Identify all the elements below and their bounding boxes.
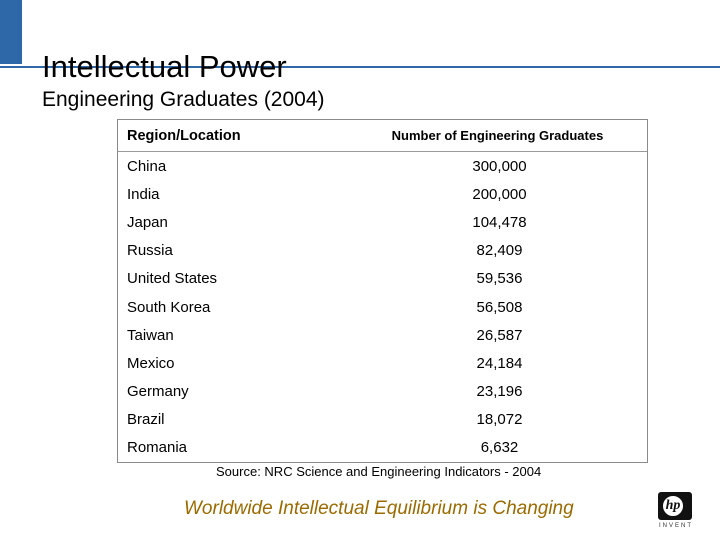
hp-logo-icon: hp INVENT <box>656 492 696 532</box>
graduates-table: Region/Location Number of Engineering Gr… <box>117 119 648 464</box>
footer-tagline: Worldwide Intellectual Equilibrium is Ch… <box>184 498 574 519</box>
graduates-cell: 59,536 <box>476 270 523 288</box>
table-row: Romania 6,632 <box>118 434 647 462</box>
table-header-row: Region/Location Number of Engineering Gr… <box>118 120 647 152</box>
region-cell: Germany <box>127 383 189 401</box>
region-cell: Japan <box>127 213 168 231</box>
table-row: Taiwan 26,587 <box>118 321 647 349</box>
logo-wordmark: INVENT <box>658 523 693 529</box>
title-divider <box>0 66 720 68</box>
table-row: Japan 104,478 <box>118 208 647 236</box>
source-note: Source: NRC Science and Engineering Indi… <box>216 464 542 479</box>
table-row: Brazil 18,072 <box>118 406 647 434</box>
graduates-cell: 104,478 <box>472 213 527 231</box>
title-accent-bar <box>0 0 22 64</box>
region-cell: South Korea <box>127 298 211 316</box>
table-row: Mexico 24,184 <box>118 349 647 377</box>
logo-mark: hp <box>661 494 685 518</box>
region-cell: Mexico <box>127 354 175 372</box>
table-row: Germany 23,196 <box>118 378 647 406</box>
table-row: South Korea 56,508 <box>118 293 647 321</box>
region-cell: Russia <box>127 242 173 260</box>
region-cell: India <box>127 185 160 203</box>
graduates-cell: 23,196 <box>476 383 523 401</box>
slide-title: Intellectual Power <box>42 49 287 84</box>
region-cell: Taiwan <box>127 326 174 344</box>
table-row: Russia 82,409 <box>118 237 647 265</box>
graduates-cell: 6,632 <box>480 439 519 457</box>
graduates-cell: 200,000 <box>472 185 527 203</box>
graduates-cell: 18,072 <box>476 411 523 429</box>
region-cell: Brazil <box>127 411 165 429</box>
header-region: Region/Location <box>127 127 241 144</box>
graduates-cell: 82,409 <box>476 242 523 260</box>
graduates-cell: 24,184 <box>476 354 523 372</box>
slide-subtitle: Engineering Graduates (2004) <box>42 88 325 111</box>
table-row: China 300,000 <box>118 152 647 180</box>
header-graduates: Number of Engineering Graduates <box>391 128 604 143</box>
graduates-cell: 26,587 <box>476 326 523 344</box>
region-cell: Romania <box>127 439 188 457</box>
table-row: United States 59,536 <box>118 265 647 293</box>
graduates-cell: 300,000 <box>472 157 527 175</box>
region-cell: United States <box>127 270 218 288</box>
table-row: India 200,000 <box>118 180 647 208</box>
region-cell: China <box>127 157 167 175</box>
graduates-cell: 56,508 <box>476 298 523 316</box>
